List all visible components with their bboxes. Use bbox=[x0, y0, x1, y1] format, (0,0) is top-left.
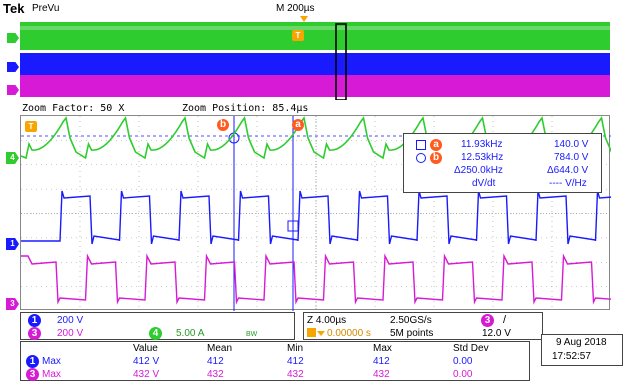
row2-value: 432 V bbox=[133, 369, 160, 380]
row2-channel-badge: 3 bbox=[26, 368, 39, 381]
cursor-readout-panel: a 11.93kHz 140.0 V b 12.53kHz 784.0 V Δ2… bbox=[403, 133, 602, 193]
ch1-badge[interactable]: 1 bbox=[28, 314, 41, 327]
overview-record[interactable] bbox=[20, 16, 610, 101]
cursor-delta-freq: Δ250.0kHz bbox=[454, 165, 503, 176]
ch3-scale: 200 V bbox=[57, 328, 84, 339]
ch4-bandwidth-limit: BW bbox=[246, 331, 258, 338]
row2-stddev: 0.00 bbox=[453, 369, 473, 380]
graticule-svg bbox=[20, 116, 626, 311]
zoom-trigger-marker[interactable]: T bbox=[25, 121, 37, 132]
col-header-stddev: Std Dev bbox=[453, 343, 489, 354]
ch4-badge[interactable]: 4 bbox=[149, 327, 162, 340]
overview-ch1-marker bbox=[7, 62, 19, 72]
zoom-timebase: Z 4.00µs bbox=[307, 315, 347, 326]
ch3-waveform bbox=[21, 253, 626, 305]
overview-ch4-marker bbox=[7, 33, 19, 43]
col-header-min: Min bbox=[287, 343, 304, 354]
dvdt-label: dV/dt bbox=[472, 178, 496, 189]
brand-logo: Tek bbox=[3, 1, 25, 16]
cursor-b-volt: 784.0 V bbox=[554, 152, 589, 163]
record-length: 5M points bbox=[390, 328, 434, 339]
row1-label: Max bbox=[42, 356, 61, 367]
trigger-position: 0.00000 s bbox=[327, 328, 371, 339]
cursor-delta-volt: Δ644.0 V bbox=[547, 165, 589, 176]
overview-ch3-marker bbox=[7, 85, 19, 95]
ch1-ground-marker[interactable]: 1 bbox=[6, 238, 19, 250]
ch1-scale: 200 V bbox=[57, 315, 84, 326]
date-label: 9 Aug 2018 bbox=[556, 337, 607, 348]
trigger-slope-icon: / bbox=[503, 314, 507, 326]
row2-label: Max bbox=[42, 369, 61, 380]
vhz-readout: ---- V/Hz bbox=[549, 178, 587, 189]
trigger-arrow-icon bbox=[317, 331, 325, 336]
row1-stddev: 0.00 bbox=[453, 356, 473, 367]
acquisition-panel[interactable]: Z 4.00µs 2.50GS/s 3 / 0.00000 s 5M point… bbox=[303, 312, 543, 340]
channel-scale-panel[interactable]: 1 200 V 3 200 V 4 5.00 A BW bbox=[20, 312, 295, 340]
ch3-ground-marker[interactable]: 3 bbox=[6, 298, 19, 310]
row1-max: 412 bbox=[373, 356, 390, 367]
ch3-badge[interactable]: 3 bbox=[28, 327, 41, 340]
row2-min: 432 bbox=[287, 369, 304, 380]
cursor-a-badge: a bbox=[430, 139, 442, 151]
ch1-waveform bbox=[21, 190, 626, 245]
col-header-max: Max bbox=[373, 343, 392, 354]
zoom-factor: Zoom Factor: 50 X bbox=[22, 103, 125, 114]
cursor-b-badge: b bbox=[430, 152, 442, 164]
trigger-position-icon bbox=[307, 328, 316, 337]
circle-cursor-icon bbox=[416, 153, 426, 163]
overview-trigger-marker[interactable]: T bbox=[292, 30, 304, 41]
cursor-a-handle[interactable]: a bbox=[292, 119, 304, 131]
row2-mean: 432 bbox=[207, 369, 224, 380]
trigger-source-badge[interactable]: 3 bbox=[481, 314, 494, 327]
row1-min: 412 bbox=[287, 356, 304, 367]
square-cursor-icon bbox=[416, 140, 426, 150]
col-header-value: Value bbox=[133, 343, 158, 354]
ch4-scale: 5.00 A bbox=[176, 328, 205, 339]
overview-ch1-trace bbox=[20, 53, 610, 75]
trigger-level: 12.0 V bbox=[482, 328, 511, 339]
row1-channel-badge: 1 bbox=[26, 355, 39, 368]
time-label: 17:52:57 bbox=[552, 351, 591, 362]
row1-mean: 412 bbox=[207, 356, 224, 367]
row2-max: 432 bbox=[373, 369, 390, 380]
timebase-label: M 200µs bbox=[276, 3, 315, 14]
prevu-label: PreVu bbox=[32, 3, 60, 14]
overview-trigger-arrow bbox=[300, 16, 308, 22]
overview-waveforms bbox=[20, 22, 610, 101]
zoom-position: Zoom Position: 85.4µs bbox=[182, 103, 309, 114]
cursor-a-volt: 140.0 V bbox=[554, 139, 589, 150]
datetime-panel[interactable]: 9 Aug 2018 17:52:57 bbox=[541, 334, 623, 366]
overview-ch3-trace bbox=[20, 75, 610, 97]
measurement-table[interactable]: Value Mean Min Max Std Dev 1 Max 412 V 4… bbox=[20, 341, 530, 381]
sample-rate: 2.50GS/s bbox=[390, 315, 432, 326]
row1-value: 412 V bbox=[133, 356, 160, 367]
col-header-mean: Mean bbox=[207, 343, 233, 354]
cursor-a-freq: 11.93kHz bbox=[461, 139, 503, 150]
ch4-ground-marker[interactable]: 4 bbox=[6, 152, 19, 164]
cursor-b-handle[interactable]: b bbox=[217, 119, 229, 131]
cursor-b-freq: 12.53kHz bbox=[461, 152, 504, 163]
